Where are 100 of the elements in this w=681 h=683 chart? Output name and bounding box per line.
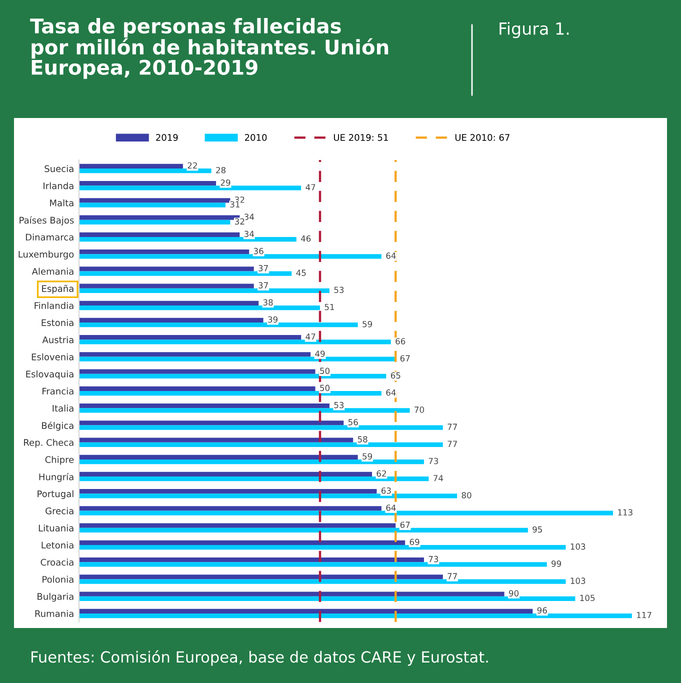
bar — [79, 579, 566, 584]
bar — [79, 369, 316, 374]
data-label: 53 — [334, 286, 344, 294]
bar — [79, 202, 226, 208]
bar — [79, 356, 396, 362]
data-label: 77 — [448, 573, 457, 580]
data-label: 103 — [570, 543, 586, 550]
legend-label: 2010 — [244, 134, 267, 141]
bar — [79, 305, 320, 310]
y-tick-label: Austria — [42, 336, 74, 344]
bar — [79, 220, 230, 225]
bar — [79, 168, 212, 174]
data-label: 47 — [306, 334, 316, 340]
data-label: 105 — [580, 594, 595, 602]
y-tick-label: Países Bajos — [20, 216, 74, 226]
data-label: 34 — [244, 230, 254, 238]
data-label: 50 — [320, 368, 330, 374]
data-label: 29 — [220, 179, 230, 186]
data-label: 62 — [376, 470, 386, 477]
data-label: 113 — [618, 509, 632, 516]
bar — [79, 352, 311, 357]
data-label: 64 — [386, 504, 396, 511]
data-label: 73 — [428, 458, 438, 464]
bar — [79, 613, 632, 618]
data-label: 63 — [381, 487, 391, 494]
data-label: 51 — [324, 304, 334, 310]
bar — [79, 335, 302, 340]
data-label: 67 — [400, 355, 410, 362]
chart-subtitle: Figura 1. — [500, 22, 569, 38]
bar — [79, 237, 296, 242]
y-tick-label: Chipre — [45, 456, 74, 465]
bar — [79, 340, 391, 344]
data-label: 67 — [400, 522, 410, 528]
bar — [79, 271, 292, 276]
y-tick-label: Italia — [52, 404, 74, 412]
data-label: 99 — [552, 560, 562, 567]
data-label: 22 — [188, 162, 197, 169]
data-label: 103 — [570, 578, 586, 584]
bar — [79, 322, 358, 328]
bar — [79, 562, 547, 567]
data-label: 80 — [462, 492, 472, 498]
data-label: 69 — [410, 538, 420, 546]
data-label: 31 — [230, 201, 240, 208]
bar — [79, 181, 216, 186]
data-label: 47 — [306, 184, 316, 190]
data-label: 65 — [390, 372, 400, 379]
data-label: 49 — [315, 350, 325, 357]
data-label: 66 — [396, 338, 406, 344]
data-label: 45 — [296, 270, 306, 276]
data-label: 117 — [637, 612, 652, 618]
bar — [79, 403, 330, 408]
bar — [79, 557, 424, 562]
y-tick-label: Hungría — [39, 472, 74, 482]
bar — [79, 596, 576, 601]
data-label: 73 — [428, 556, 438, 562]
bar — [79, 318, 264, 323]
data-label: 96 — [537, 607, 547, 614]
bar — [79, 510, 614, 516]
bar — [79, 528, 528, 533]
data-label: 39 — [268, 316, 278, 323]
y-tick-label: Eslovaquia — [26, 370, 74, 380]
bar — [79, 284, 254, 288]
data-label: 64 — [386, 252, 396, 259]
y-tick-label: Rep. Checa — [24, 438, 74, 448]
y-tick-label: Eslovenia — [32, 353, 74, 360]
y-tick-label: Luxemburgo — [18, 250, 74, 260]
bar — [79, 489, 377, 494]
legend-label: UE 2019: 51 — [334, 134, 388, 141]
y-tick-label: España — [42, 284, 74, 294]
source-note: Fuentes: Comisión Europea, base de datos CARE y Eurostat. — [32, 650, 488, 666]
bar — [79, 420, 344, 426]
bar — [79, 545, 566, 550]
chart-title: Tasa de personas fallecidas por millón de habitantes. Unión Europea, 2010-2019 — [30, 18, 388, 79]
y-tick-label: Bulgaria — [38, 592, 74, 602]
bar — [79, 425, 443, 430]
bar — [79, 476, 429, 482]
bar — [79, 540, 406, 545]
bar — [79, 442, 443, 447]
bar — [79, 574, 443, 580]
y-tick-label: Polonia — [42, 576, 74, 583]
data-label: 59 — [362, 453, 372, 460]
data-label: 64 — [386, 389, 396, 396]
bar — [79, 300, 259, 306]
data-label: 36 — [254, 248, 264, 254]
bar — [79, 608, 533, 614]
bar — [79, 249, 250, 254]
data-label: 37 — [258, 282, 268, 288]
data-label: 53 — [334, 402, 344, 408]
bar — [79, 592, 504, 596]
data-label: 46 — [300, 235, 311, 242]
data-label: 95 — [532, 526, 542, 533]
bar — [79, 506, 382, 511]
data-label: 32 — [235, 218, 244, 225]
legend-label: 2019 — [156, 134, 178, 141]
y-tick-label: Croacia — [40, 558, 74, 566]
y-tick-label: Alemania — [32, 268, 74, 275]
y-tick-label: Portugal — [38, 490, 74, 499]
bar — [79, 186, 302, 190]
data-label: 74 — [434, 475, 444, 482]
y-tick-label: Grecia — [46, 507, 74, 514]
